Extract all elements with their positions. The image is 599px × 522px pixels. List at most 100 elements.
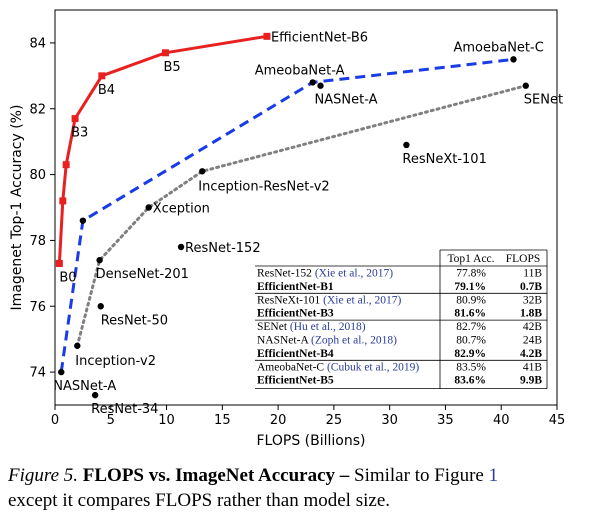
point-label: ResNet-152 (185, 241, 261, 256)
data-point (317, 82, 324, 89)
table-row-name: EfficientNet-B1 (257, 281, 334, 293)
table-header-acc: Top1 Acc. (447, 253, 494, 265)
data-point (74, 342, 81, 349)
x-tick-label: 5 (107, 413, 115, 428)
point-label: Xception (153, 202, 210, 217)
table-acc-value: 81.6% (454, 308, 486, 320)
x-tick-label: 10 (158, 413, 175, 428)
data-point (91, 391, 99, 399)
point-label: AmoebaNet-C (453, 40, 543, 55)
y-tick-label: 76 (29, 300, 46, 315)
table-model-name: ResNeXt-101 (257, 294, 320, 306)
table-flops-value: 11B (523, 268, 542, 280)
figure-caption: Figure 5. FLOPS vs. ImageNet Accuracy – … (8, 463, 596, 513)
table-citation[interactable]: (Cubuk et al., 2019) (324, 361, 419, 373)
point-label: AmeobaNet-A (255, 63, 345, 78)
caption-figure-label: Figure 5. (8, 465, 79, 486)
table-flops-value: 1.8B (520, 308, 542, 320)
table-model-name: EfficientNet-B4 (257, 348, 334, 360)
data-point (145, 204, 152, 211)
table-flops-value: 42B (523, 321, 543, 333)
table-flops-value: 32B (523, 294, 543, 306)
table-acc-value: 80.7% (456, 335, 486, 347)
table-acc-value: 77.8% (456, 268, 486, 280)
table-row-name: NASNet-A (Zoph et al., 2018) (257, 335, 397, 347)
data-points (55, 32, 529, 399)
data-point (97, 303, 104, 310)
table-model-name: ResNet-152 (257, 268, 312, 280)
table-flops-value: 9.9B (520, 375, 542, 387)
table-model-name: SENet (257, 321, 288, 333)
y-tick-label: 84 (29, 36, 46, 51)
table-citation[interactable]: (Hu et al., 2018) (287, 321, 366, 333)
table-row-name: EfficientNet-B5 (257, 375, 334, 387)
point-label: NASNet-A (315, 93, 378, 108)
table-acc-value: 83.6% (454, 375, 486, 387)
table-flops-value: 0.7B (520, 281, 542, 293)
table-citation[interactable]: (Xie et al., 2017) (320, 294, 401, 306)
plot-frame (54, 9, 558, 406)
data-point (58, 368, 65, 376)
table-citation[interactable]: (Zoph et al., 2018) (308, 335, 397, 347)
y-tick-label: 78 (29, 234, 46, 249)
point-label: ResNet-34 (91, 402, 158, 417)
table-row-name: AmeobaNet-C (Cubuk et al., 2019) (257, 361, 419, 373)
point-label: SENet (524, 93, 563, 108)
point-label: NASNet-A (53, 379, 116, 394)
y-axis-label: Imagenet Top-1 Accuracy (%) (9, 105, 25, 311)
table-acc-value: 79.1% (454, 281, 486, 293)
data-point (510, 56, 517, 63)
caption-figure-ref[interactable]: 1 (488, 465, 499, 486)
data-point-square (161, 49, 169, 57)
data-point (309, 79, 316, 86)
point-label: B4 (98, 83, 115, 98)
comparison-table: Top1 Acc. FLOPS ResNet-152 (Xie et al., 20… (255, 249, 548, 390)
data-point (177, 243, 185, 251)
data-point-square (62, 161, 70, 169)
table-model-name: EfficientNet-B3 (257, 308, 334, 320)
data-point (403, 141, 410, 149)
table-model-name: AmeobaNet-C (257, 361, 324, 373)
data-point (199, 168, 206, 175)
axes: 0 5 10 15 20 25 30 35 40 45 74 76 78 80 82 84 FLOPS (Bil… (9, 9, 565, 449)
data-point-square (55, 259, 63, 267)
table-row-name: ResNeXt-101 (Xie et al., 2017) (257, 294, 402, 306)
series-line (75, 84, 528, 348)
table-acc-value: 82.7% (456, 321, 486, 333)
table-row-name: EfficientNet-B4 (257, 348, 334, 360)
point-label: Inception-v2 (75, 354, 156, 369)
data-point-square (263, 32, 271, 40)
table-header-flops: FLOPS (506, 253, 541, 265)
data-point-square (59, 197, 67, 205)
table-acc-value: 82.9% (454, 348, 486, 360)
data-point (522, 82, 529, 89)
table-row-name: EfficientNet-B3 (257, 308, 334, 320)
data-point (79, 217, 87, 224)
x-tick-label: 20 (270, 413, 287, 428)
table-flops-value: 4.2B (520, 348, 542, 360)
x-tick-label: 40 (493, 413, 510, 428)
caption-title: FLOPS vs. ImageNet Accuracy – (82, 465, 350, 486)
point-label: B5 (163, 60, 180, 75)
y-tick-label: 82 (29, 102, 46, 117)
x-axis-label: FLOPS (Billions) (257, 433, 366, 449)
point-label: B0 (59, 270, 76, 285)
table-acc-value: 80.9% (456, 294, 486, 306)
point-label: B3 (71, 126, 88, 141)
table-model-name: EfficientNet-B1 (257, 281, 334, 293)
table-citation[interactable]: (Xie et al., 2017) (312, 268, 393, 280)
x-tick-label: 0 (51, 413, 59, 428)
table-flops-value: 24B (523, 335, 543, 347)
table-model-name: NASNet-A (257, 335, 309, 347)
data-point-square (98, 72, 106, 80)
point-label: Inception-ResNet-v2 (198, 179, 329, 194)
y-tick-label: 80 (29, 168, 46, 183)
x-tick-label: 25 (326, 413, 343, 428)
point-label: ResNeXt-101 (402, 152, 486, 167)
caption-text-2: except it compares FLOPS rather than mod… (8, 490, 391, 511)
point-label: ResNet-50 (101, 313, 168, 328)
chart-figure: 0 5 10 15 20 25 30 35 40 45 74 76 78 80 82 84 FLOPS (Bil… (9, 9, 565, 449)
data-point (96, 256, 103, 264)
data-point-square (71, 115, 79, 123)
x-tick-label: 30 (381, 413, 398, 428)
